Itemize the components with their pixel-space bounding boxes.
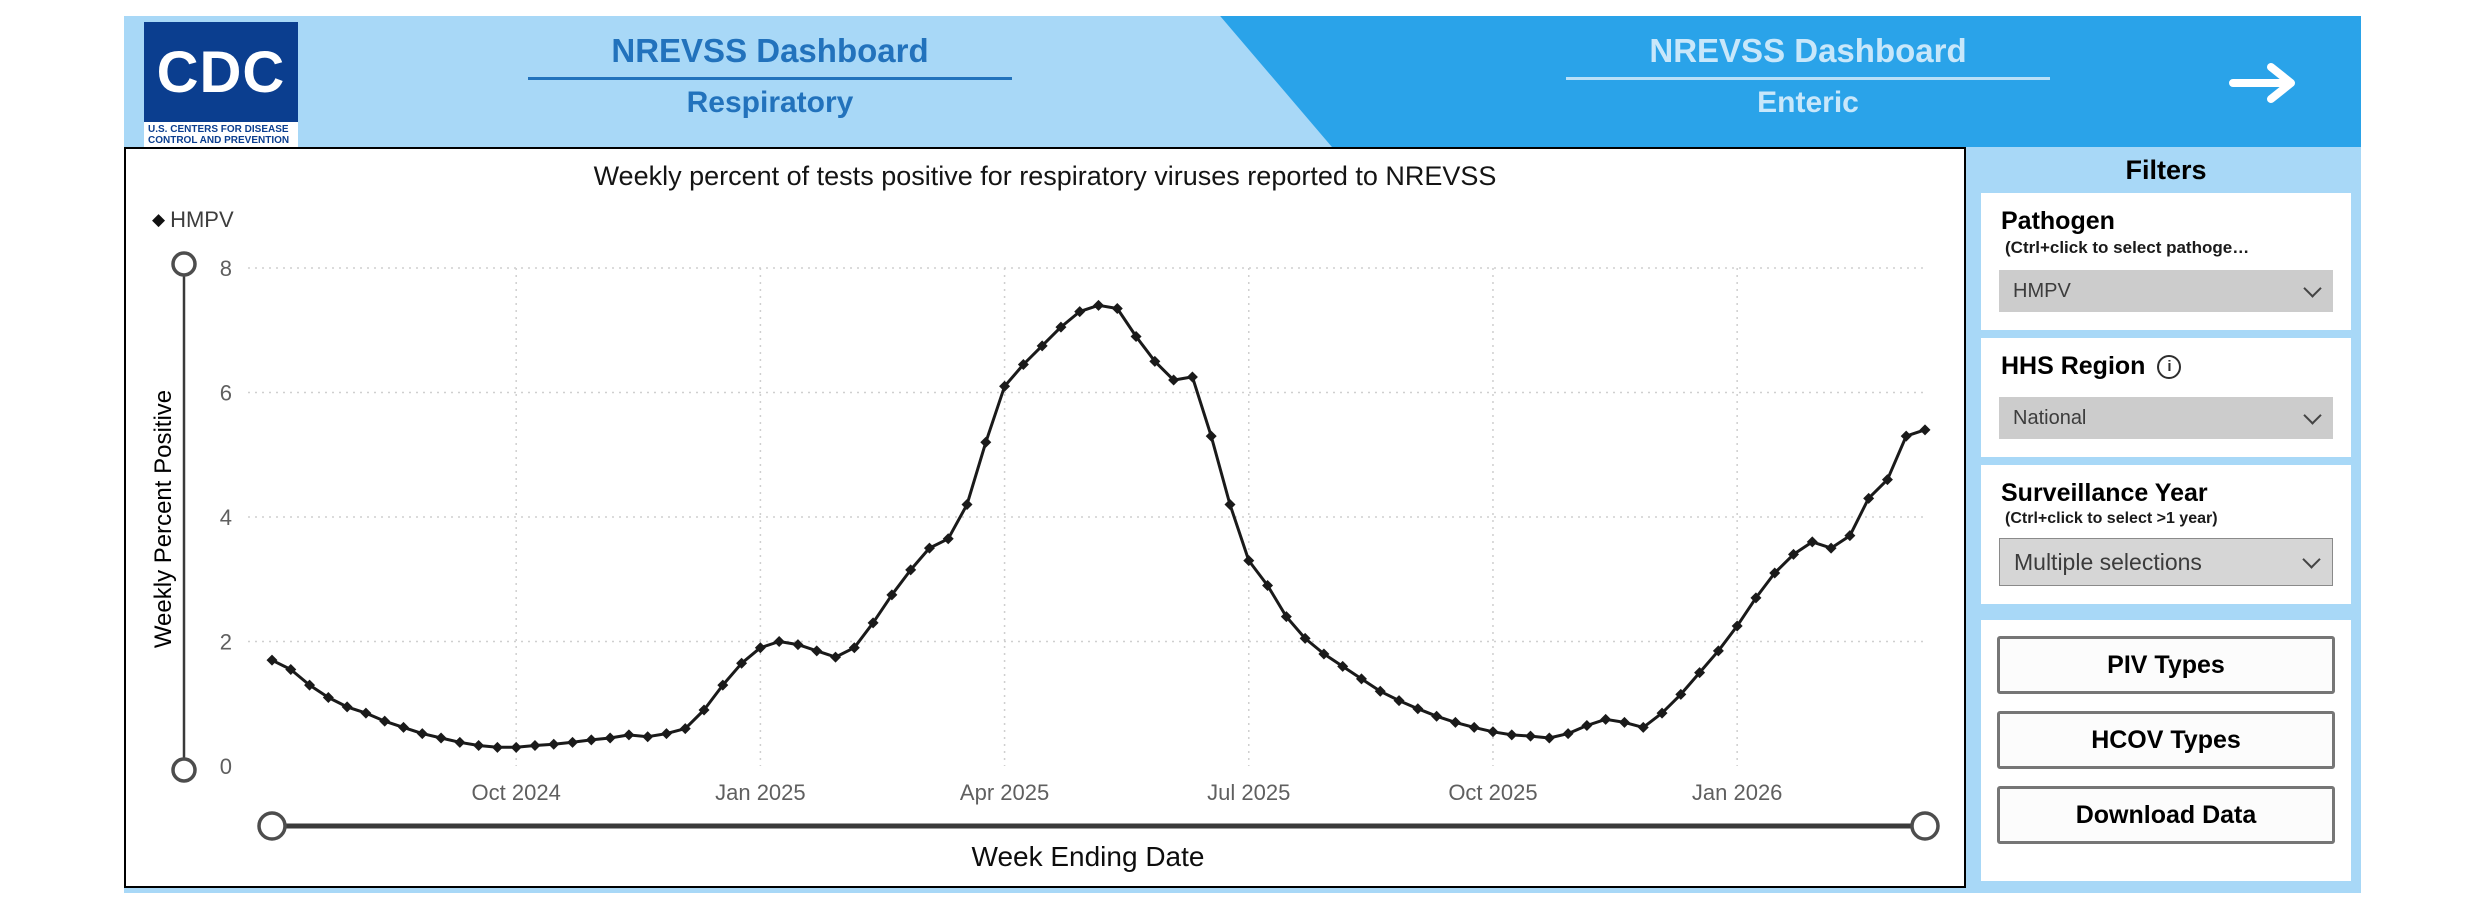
tab-respiratory[interactable]: NREVSS Dashboard Respiratory [508, 32, 1032, 120]
pathogen-hint: (Ctrl+click to select pathoge… [2005, 238, 2250, 257]
surveillance-year-label: Surveillance Year [2001, 479, 2208, 507]
surveillance-year-selected-value: Multiple selections [2014, 548, 2202, 575]
download-data-button[interactable]: Download Data [1997, 786, 2335, 844]
filters-sidebar: Filters Pathogen (Ctrl+click to select p… [1971, 147, 2361, 893]
cdc-org-line2: CONTROL AND PREVENTION [148, 135, 290, 146]
legend-item-hmpv[interactable]: ◆ HMPV [152, 207, 234, 233]
hhs-region-label: HHS Region i [2001, 352, 2333, 381]
respiratory-tab-underline [528, 77, 1012, 80]
x-slider-handle-left[interactable] [257, 811, 287, 841]
legend-diamond-icon: ◆ [152, 210, 166, 229]
dashboard-body: Weekly percent of tests positive for res… [124, 147, 2361, 893]
svg-text:4: 4 [220, 505, 232, 530]
enteric-tab-underline [1566, 77, 2050, 80]
gridlines [248, 267, 1928, 766]
x-axis-title: Week Ending Date [971, 841, 1205, 872]
svg-text:Jan 2026: Jan 2026 [1692, 780, 1783, 805]
hhs-region-filter-section: HHS Region i National [1981, 338, 2351, 457]
cdc-org-line1: U.S. CENTERS FOR DISEASE [148, 124, 289, 135]
hcov-types-button[interactable]: HCOV Types [1997, 711, 2335, 769]
arrow-right-icon[interactable] [2227, 60, 2305, 106]
y-slider-handle-bottom[interactable] [171, 757, 197, 783]
pathogen-filter-section: Pathogen (Ctrl+click to select pathoge… … [1981, 193, 2351, 330]
svg-text:2: 2 [220, 630, 232, 655]
y-slider-handle-top[interactable] [171, 251, 197, 277]
axis-tick-labels: 0 2 4 6 8 Oct 2024 Jan 2025 Apr 2025 Jul 2025 Oct… [220, 256, 1783, 805]
hmpv-series [266, 299, 1931, 753]
svg-text:Oct 2024: Oct 2024 [472, 780, 561, 805]
svg-text:6: 6 [220, 381, 232, 406]
enteric-tab-subtitle: Enteric [1757, 86, 1859, 119]
x-slider-handle-right[interactable] [1910, 811, 1940, 841]
surveillance-year-hint: (Ctrl+click to select >1 year) [2005, 510, 2218, 527]
actions-section: PIV Types HCOV Types Download Data [1981, 620, 2351, 881]
svg-text:Oct 2025: Oct 2025 [1448, 780, 1537, 805]
dashboard-canvas: CDC U.S. CENTERS FOR DISEASE CONTROL AND… [124, 16, 2361, 893]
surveillance-year-dropdown[interactable]: Multiple selections [1999, 538, 2333, 586]
svg-text:8: 8 [220, 256, 232, 281]
tab-enteric[interactable]: NREVSS Dashboard Enteric [1546, 32, 2070, 120]
info-icon[interactable]: i [2157, 354, 2182, 379]
y-axis-range-slider[interactable] [171, 251, 197, 783]
hhs-region-selected-value: National [2013, 406, 2087, 429]
filters-title: Filters [2125, 155, 2207, 185]
pathogen-selected-value: HMPV [2013, 279, 2071, 302]
chart-title: Weekly percent of tests positive for res… [593, 161, 1497, 191]
chevron-down-icon [2303, 278, 2322, 298]
pathogen-dropdown[interactable]: HMPV [1999, 270, 2333, 312]
svg-text:Apr 2025: Apr 2025 [960, 780, 1049, 805]
hmpv-line-chart: 0 2 4 6 8 Oct 2024 Jan 2025 Apr 2025 Jul 2025 Oct… [171, 251, 1940, 841]
enteric-tab-background[interactable] [1220, 16, 2361, 147]
cdc-logo-org-text: U.S. CENTERS FOR DISEASE CONTROL AND PRE… [144, 122, 298, 147]
piv-types-button[interactable]: PIV Types [1997, 636, 2335, 694]
filters-cards: Pathogen (Ctrl+click to select pathoge… … [1971, 193, 2361, 893]
header-banner: CDC U.S. CENTERS FOR DISEASE CONTROL AND… [124, 16, 2361, 147]
svg-text:Jan 2025: Jan 2025 [715, 780, 806, 805]
cdc-logo[interactable]: CDC U.S. CENTERS FOR DISEASE CONTROL AND… [144, 22, 298, 147]
cdc-logo-acronym: CDC [144, 22, 298, 122]
svg-text:Jul 2025: Jul 2025 [1207, 780, 1290, 805]
legend-label: HMPV [170, 207, 234, 232]
chevron-down-icon [2303, 405, 2322, 425]
x-axis-range-slider[interactable] [257, 811, 1940, 841]
chevron-down-icon [2302, 549, 2321, 569]
hhs-region-dropdown[interactable]: National [1999, 397, 2333, 439]
svg-text:0: 0 [220, 754, 232, 779]
surveillance-year-filter-section: Surveillance Year (Ctrl+click to select … [1981, 465, 2351, 604]
respiratory-tab-title: NREVSS Dashboard [611, 32, 929, 69]
respiratory-tab-subtitle: Respiratory [686, 86, 854, 119]
hhs-region-label-text: HHS Region [2001, 352, 2146, 380]
chart-panel: Weekly percent of tests positive for res… [124, 147, 1966, 888]
enteric-tab-title: NREVSS Dashboard [1649, 32, 1967, 69]
pathogen-label: Pathogen [2001, 207, 2115, 235]
